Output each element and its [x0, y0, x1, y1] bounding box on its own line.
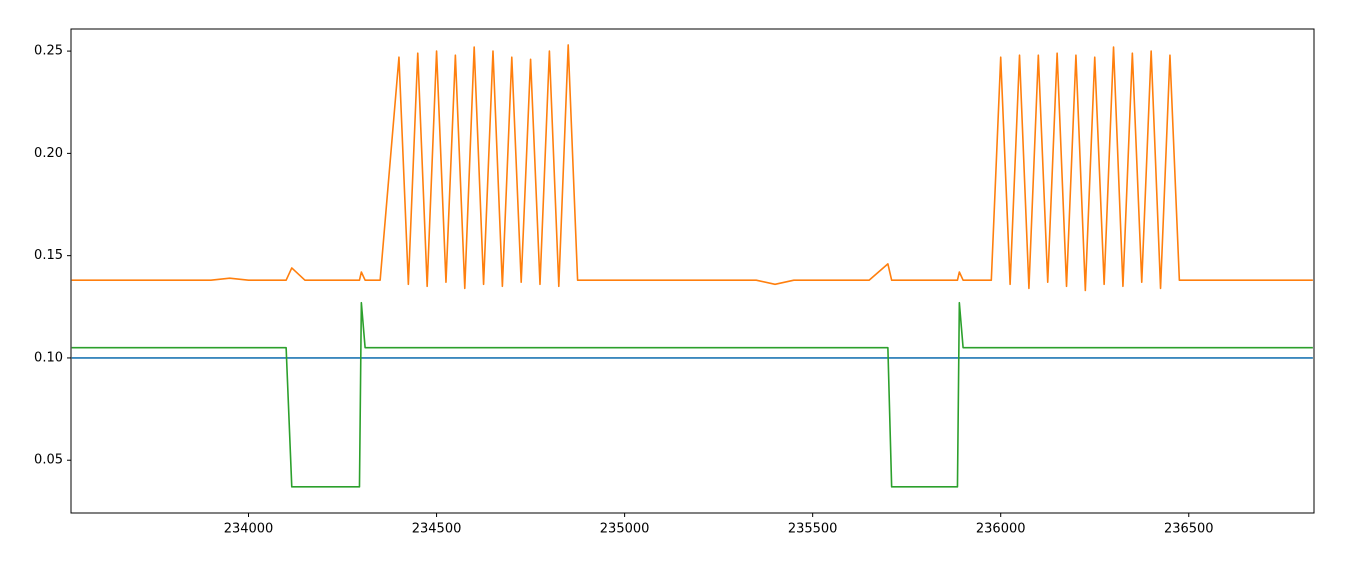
series-line [71, 44, 1313, 292]
y-tick-label: 0.10 [34, 350, 63, 365]
x-tick-label: 236000 [976, 522, 1026, 537]
y-tick-label: 0.20 [34, 146, 63, 161]
y-tick-label: 0.15 [34, 248, 63, 263]
x-tick-label: 234500 [412, 522, 462, 537]
plot-frame [70, 28, 1315, 514]
x-tick-label: 236500 [1164, 522, 1214, 537]
y-tick-label: 0.25 [34, 44, 63, 59]
x-tick-label: 235000 [600, 522, 650, 537]
x-tick-label: 234000 [224, 522, 274, 537]
x-tick-label: 235500 [788, 522, 838, 537]
series-line [71, 301, 1313, 488]
y-tick-label: 0.05 [34, 453, 63, 468]
